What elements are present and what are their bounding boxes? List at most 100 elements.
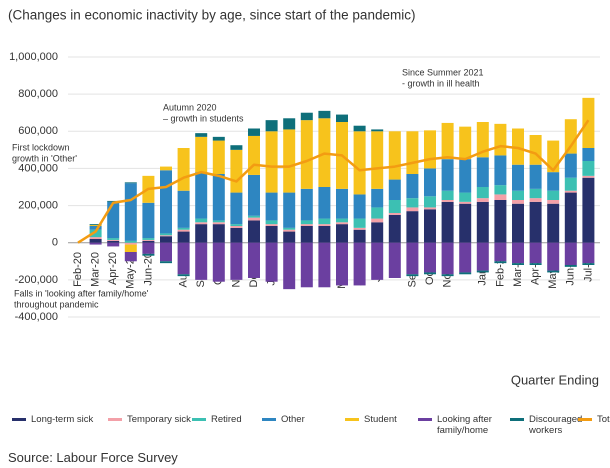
bar-segment — [195, 136, 208, 173]
bar-segment — [441, 159, 454, 191]
bar-segment — [89, 226, 102, 230]
bar-segment — [230, 149, 243, 193]
bar-segment — [318, 110, 331, 119]
bar-segment — [195, 222, 208, 225]
bar-segment — [318, 226, 331, 243]
bar-segment — [476, 242, 489, 271]
bar-segment — [353, 218, 366, 228]
bar-segment — [107, 239, 120, 241]
bar-segment — [177, 274, 190, 277]
bar-segment — [265, 226, 278, 243]
bar-segment — [564, 177, 577, 191]
bar-segment — [300, 224, 313, 226]
bar-segment — [89, 224, 102, 226]
bar-segment — [177, 227, 190, 230]
bar-segment — [248, 220, 260, 243]
bar-segment — [318, 224, 331, 226]
bar-segment — [177, 148, 190, 191]
bar-segment — [476, 122, 489, 158]
bar-segment — [371, 188, 384, 208]
bar-segment — [283, 227, 296, 230]
bar-segment — [283, 231, 296, 243]
bar-segment — [248, 242, 260, 278]
annotation: Since Summer 2021 — [402, 67, 484, 77]
bar-segment — [371, 207, 384, 219]
bar-segment — [142, 253, 155, 256]
bar-segment — [177, 190, 190, 228]
legend-label: Looking after family/home — [437, 414, 492, 436]
bar-segment — [406, 242, 419, 275]
bar-segment — [124, 252, 137, 262]
bar-segment — [353, 229, 366, 243]
bar-segment — [318, 218, 331, 225]
legend-item: Discouraged workers — [510, 414, 590, 436]
bar-segment — [424, 196, 436, 208]
legend-swatch — [510, 418, 524, 421]
bar-segment — [388, 213, 401, 215]
legend-label: Long-term sick — [31, 414, 94, 425]
bar-segment — [124, 244, 137, 252]
bar-segment — [547, 190, 560, 200]
bar-segment — [476, 201, 489, 243]
subtitle: (Changes in economic inactivity by age, … — [8, 8, 415, 23]
bar-segment — [212, 136, 225, 141]
x-tick-label: Apr-20 — [107, 252, 119, 285]
bar-segment — [195, 172, 208, 219]
legend-label: Other — [281, 414, 305, 425]
bar-segment — [371, 129, 384, 132]
bar-segment — [265, 224, 278, 226]
bar-segment — [494, 155, 507, 186]
bar-segment — [300, 120, 313, 189]
bar-segment — [212, 224, 225, 243]
bar-segment — [512, 200, 524, 204]
bar-segment — [406, 274, 419, 277]
bar-segment — [424, 207, 436, 210]
bar-segment — [371, 222, 384, 243]
bar-segment — [230, 192, 243, 225]
bar-segment — [300, 112, 313, 121]
bar-segment — [107, 200, 120, 202]
legend-swatch — [345, 418, 359, 421]
bar-segment — [336, 218, 348, 223]
bar-segment — [212, 174, 225, 221]
source: Source: Labour Force Survey — [8, 450, 178, 465]
bar-segment — [212, 222, 225, 225]
bar-segment — [564, 190, 577, 193]
legend-label: Student — [364, 414, 397, 425]
bar-segment — [160, 242, 172, 262]
bar-segment — [582, 177, 595, 243]
annotation: – growth in students — [163, 113, 244, 123]
bar-segment — [195, 224, 208, 243]
legend-label: Discouraged workers — [529, 414, 583, 436]
bar-segment — [459, 201, 472, 204]
annotation: Autumn 2020 — [163, 102, 217, 112]
bar-segment — [124, 240, 137, 243]
bar-segment — [142, 202, 155, 239]
bar-segment — [107, 240, 120, 243]
bar-segment — [318, 187, 331, 219]
annotation: throughout pandemic — [14, 299, 99, 309]
bar-segment — [388, 214, 401, 243]
legend-swatch — [578, 418, 592, 421]
bar-segment — [300, 188, 313, 221]
bar-segment — [459, 272, 472, 275]
bar-segment — [124, 182, 137, 184]
bar-segment — [582, 148, 595, 161]
bar-segment — [406, 211, 419, 243]
bar-segment — [424, 242, 436, 273]
bar-segment — [582, 175, 595, 178]
bar-segment — [512, 263, 524, 265]
bar-segment — [459, 203, 472, 243]
bar-segment — [547, 242, 560, 271]
bar-segment — [283, 229, 296, 232]
legend-item: Looking after family/home — [418, 414, 520, 436]
bar-segment — [529, 135, 542, 165]
bar-segment — [512, 203, 524, 243]
bar-segment — [89, 242, 102, 245]
bar-segment — [564, 153, 577, 178]
bar-segment — [564, 242, 577, 265]
bar-segment — [388, 242, 401, 278]
bar-segment — [89, 225, 102, 226]
y-tick-label: -200,000 — [15, 274, 58, 286]
bar-segment — [582, 242, 595, 264]
